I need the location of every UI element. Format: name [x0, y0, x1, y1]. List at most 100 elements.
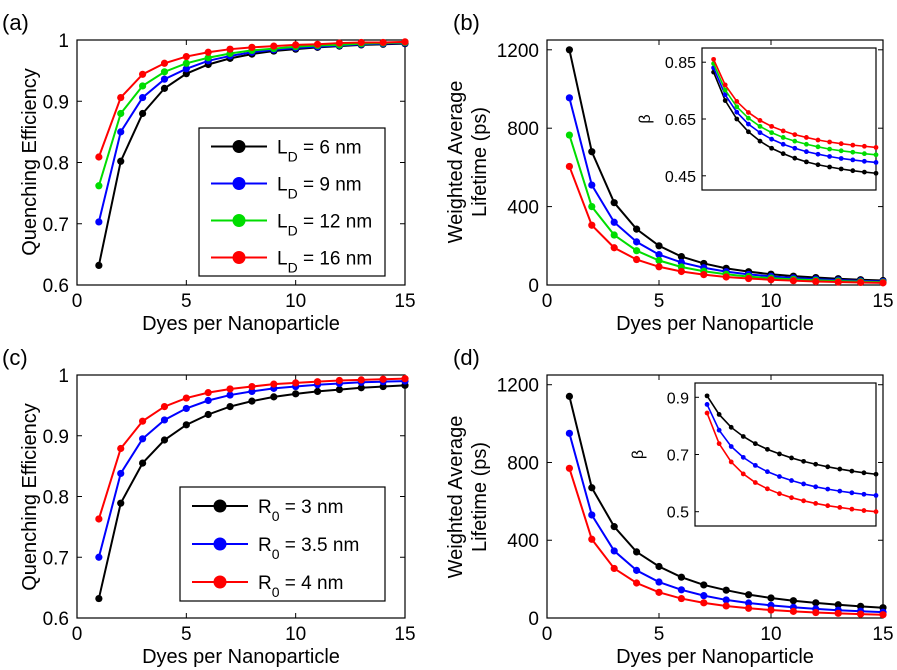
inset-data-point	[838, 156, 844, 161]
y-axis-label-line: Weighted Average	[445, 81, 467, 244]
inset-data-point	[792, 155, 798, 161]
inset-data-point	[862, 143, 867, 149]
inset-data-point	[837, 488, 843, 494]
data-point	[655, 562, 663, 571]
data-point	[610, 244, 618, 252]
y-tick-label: 800	[507, 119, 539, 140]
data-point	[335, 39, 343, 47]
y-tick-label: 1200	[497, 41, 539, 62]
legend-entry: R0 = 3.5 nm	[192, 535, 359, 562]
inset-data-point	[777, 491, 782, 497]
inset-data-point	[813, 484, 819, 490]
inset-data-point	[722, 87, 728, 93]
data-point	[610, 547, 618, 555]
data-point	[565, 131, 574, 139]
inset-data-point	[815, 144, 821, 150]
inset-data-point	[801, 458, 806, 464]
data-point	[248, 43, 256, 51]
inset-data-point	[850, 168, 856, 174]
data-point	[160, 59, 169, 67]
y-tick-label: 0.8	[43, 154, 69, 175]
data-point	[610, 199, 618, 207]
data-point	[139, 93, 147, 102]
data-point	[655, 588, 663, 596]
legend-label: R0 = 3.5 nm	[258, 535, 359, 562]
inset-data-point	[862, 169, 867, 175]
y-axis-label-line: Lifetime (ps)	[469, 107, 491, 217]
inset-y-tick-label: 0.7	[667, 448, 689, 465]
data-point	[633, 548, 641, 556]
legend-entry: R0 = 3 nm	[192, 497, 343, 524]
inset-data-point	[752, 462, 758, 468]
legend-entry: LD = 16 nm	[211, 249, 372, 276]
data-point	[655, 242, 663, 250]
data-point	[95, 153, 103, 161]
inset-data-point	[765, 469, 770, 475]
y-tick-label: 400	[507, 198, 539, 219]
data-point	[879, 279, 887, 287]
inset-data-point	[873, 170, 879, 176]
inset-data-point	[804, 141, 809, 147]
data-point	[565, 429, 574, 437]
inset-data-point	[704, 393, 710, 399]
y-tick-label: 0.9	[43, 92, 69, 113]
inset-data-point	[838, 166, 844, 172]
legend-label: LD = 16 nm	[277, 249, 372, 276]
inset-data-point	[777, 451, 782, 457]
data-point	[117, 444, 125, 453]
y-tick-label: 0.6	[43, 276, 69, 297]
x-tick-label: 15	[394, 624, 415, 645]
inset-data-point	[849, 490, 855, 496]
inset-data-point	[789, 455, 794, 461]
data-point	[588, 181, 596, 189]
inset-data-point	[862, 151, 867, 157]
x-tick-label: 15	[394, 291, 415, 312]
inset-data-point	[789, 478, 794, 483]
y-axis-label: Quenching Efficiency	[19, 68, 41, 256]
y-tick-label: 0	[528, 276, 539, 297]
x-tick-label: 15	[872, 291, 893, 312]
x-axis-label: Dyes per Nanoparticle	[616, 646, 814, 668]
inset-data-point	[850, 157, 856, 163]
inset-data-point	[849, 468, 855, 474]
inset-data-point	[734, 109, 740, 115]
data-point	[139, 435, 147, 443]
panel-label: (a)	[2, 10, 29, 35]
inset-data-point	[740, 434, 746, 439]
inset-data-point	[837, 466, 843, 472]
legend-label-main: R	[258, 535, 272, 556]
panel-a: (a) 0 5 10 15 0.6 0.7 0.8 0.9 1 Dyes per Nanoparti…	[2, 10, 416, 335]
data-point	[160, 75, 169, 83]
data-point	[270, 42, 278, 50]
data-point	[633, 579, 641, 587]
inset-data-point	[801, 498, 806, 504]
inset-data-point	[827, 164, 832, 170]
data-point	[204, 48, 212, 56]
y-axis-label-line: Quenching Efficiency	[19, 68, 41, 256]
axes-frame	[546, 374, 884, 619]
legend-entry: LD = 6 nm	[211, 138, 362, 165]
y-axis-label-line: Quenching Efficiency	[19, 403, 41, 591]
data-point	[313, 387, 322, 396]
data-point	[160, 436, 169, 444]
inset-data-point	[765, 486, 770, 492]
legend-label-rest: = 3 nm	[280, 497, 344, 518]
legend-label-rest: = 6 nm	[298, 138, 362, 159]
data-point	[812, 277, 820, 286]
inset-data-point	[734, 98, 740, 104]
inset-data-point	[815, 151, 821, 157]
data-point	[565, 464, 574, 472]
data-point	[226, 391, 234, 399]
inset-data-point	[752, 480, 758, 485]
y-tick-label: 1	[58, 366, 69, 387]
inset-data-point	[728, 424, 734, 430]
panel-label: (d)	[453, 345, 480, 370]
inset-data-point	[827, 154, 832, 159]
data-point	[700, 599, 708, 607]
inset-data-point	[716, 412, 722, 417]
data-point	[767, 276, 775, 284]
legend-label-rest: = 16 nm	[298, 249, 372, 270]
y-axis-label: Quenching Efficiency	[19, 403, 41, 591]
inset-data-point	[873, 145, 879, 150]
inset-data-point	[780, 151, 786, 157]
